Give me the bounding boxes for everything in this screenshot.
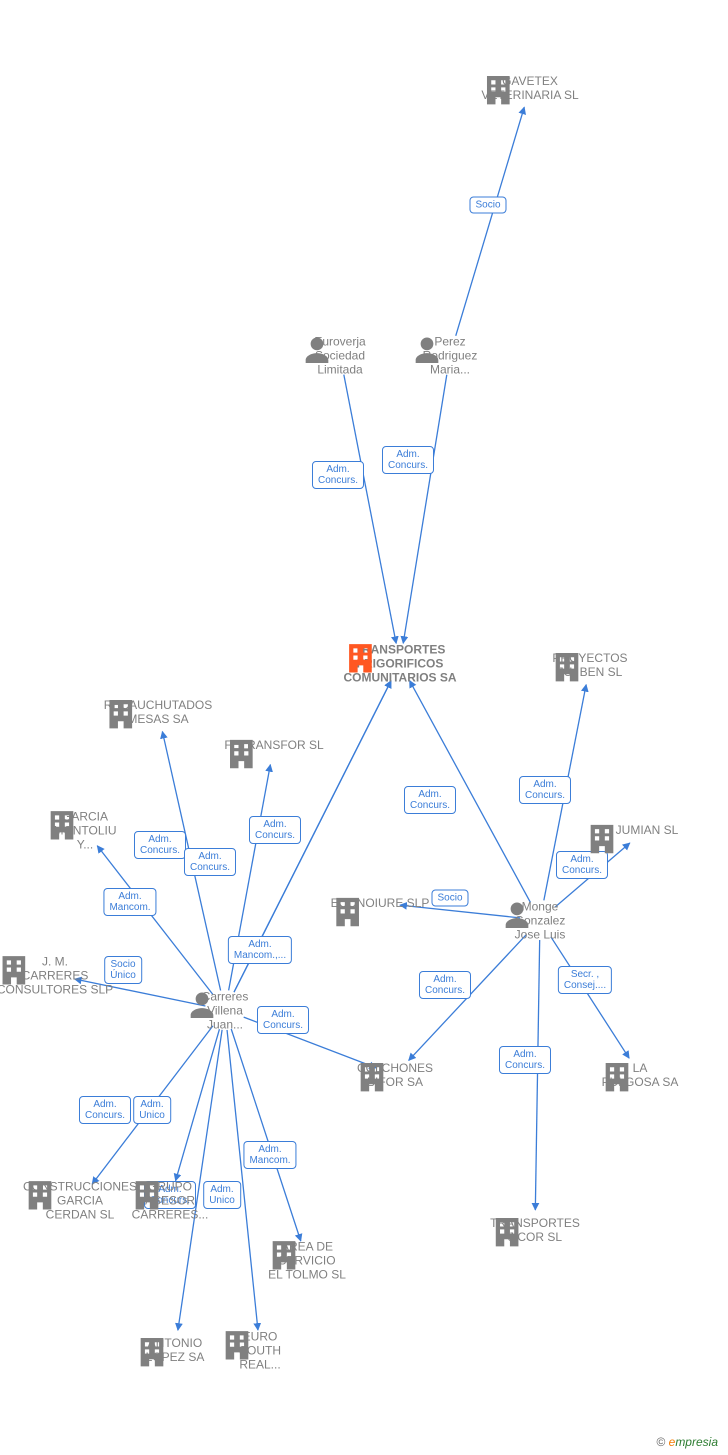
edge (551, 937, 629, 1058)
edge-label: Adm. Mancom. (103, 888, 156, 916)
edge (344, 375, 396, 644)
node-monge[interactable]: Monge Gonzalez Jose Luis (500, 898, 580, 941)
edge (227, 1030, 258, 1330)
edge-label: Adm. Concurs. (419, 971, 471, 999)
edge-label: Adm. Mancom. (243, 1141, 296, 1169)
edge-label: Adm. Concurs. (134, 831, 186, 859)
edge-label: Adm. Unico (133, 1096, 171, 1124)
node-carreres[interactable]: Carreres Villena Juan... (185, 988, 265, 1031)
edge (535, 940, 539, 1210)
node-proyectos[interactable]: PROYECTOS JU- BEN SL (550, 650, 630, 680)
copyright-symbol: © (656, 1435, 665, 1449)
edge-label: Adm. Concurs. (404, 786, 456, 814)
node-fetransfor[interactable]: FETRANSFOR SL (224, 737, 323, 753)
node-recauchutados[interactable]: RECAUCHUTADOS MESAS SA (104, 697, 212, 727)
footer-credit: © empresia (656, 1435, 718, 1449)
edge-label: Adm. Concurs. (382, 446, 434, 474)
node-garcia_montoliu[interactable]: GARCIA MONTOLIU Y... (45, 808, 125, 851)
node-antonio_lopez[interactable]: ANTONIO LOPEZ SA (135, 1335, 215, 1365)
node-label: JUMIAN SL (616, 824, 679, 838)
node-transportes_jicor[interactable]: TRANSPORTES JICOR SL (490, 1215, 580, 1245)
edge (403, 375, 447, 644)
edge-label: Secr. , Consej.... (558, 966, 612, 994)
edge-label: Adm. Mancom.,... (228, 936, 292, 964)
node-econoiure[interactable]: ECONOIURE SLP (331, 895, 430, 911)
node-perez[interactable]: Perez Rodriguez Maria... (410, 333, 490, 376)
node-pulgosa[interactable]: LA PULGOSA SA (600, 1060, 680, 1090)
edge-label: Adm. Concurs. (79, 1096, 131, 1124)
edge-label: Socio (431, 890, 468, 907)
node-jm_carreres[interactable]: J. M. CARRERES CONSULTORES SLP (0, 953, 113, 996)
edge-label: Adm. Concurs. (499, 1046, 551, 1074)
node-jumian[interactable]: JUMIAN SL (585, 822, 705, 838)
node-center[interactable]: TRANSPORTES FRIGORIFICOS COMUNITARIOS SA (343, 641, 456, 684)
node-gavetex[interactable]: GAVETEX VETERINARIA SL (481, 73, 578, 103)
brand-rest: mpresia (675, 1435, 718, 1449)
edge-label: Adm. Concurs. (184, 848, 236, 876)
node-colchones[interactable]: COLCHONES BIFOR SA (355, 1060, 435, 1090)
edge (231, 1029, 301, 1241)
edge-label: Adm. Concurs. (249, 816, 301, 844)
node-area_servicio[interactable]: AREA DE SERVICIO EL TOLMO SL (267, 1238, 347, 1281)
node-euro_south[interactable]: EURO SOUTH REAL... (220, 1328, 300, 1371)
node-grupo_asesor[interactable]: GRUPO ASESOR CARRERES... (130, 1178, 210, 1221)
edge-label: Adm. Concurs. (519, 776, 571, 804)
edge-label: Socio (469, 197, 506, 214)
node-construcciones[interactable]: CONSTRUCCIONES GARCIA CERDAN SL (23, 1178, 137, 1221)
edge (456, 107, 525, 336)
edge-label: Adm. Concurs. (312, 461, 364, 489)
node-euroverja[interactable]: Euroverja Sociedad Limitada (300, 333, 380, 376)
edge (176, 1029, 220, 1181)
